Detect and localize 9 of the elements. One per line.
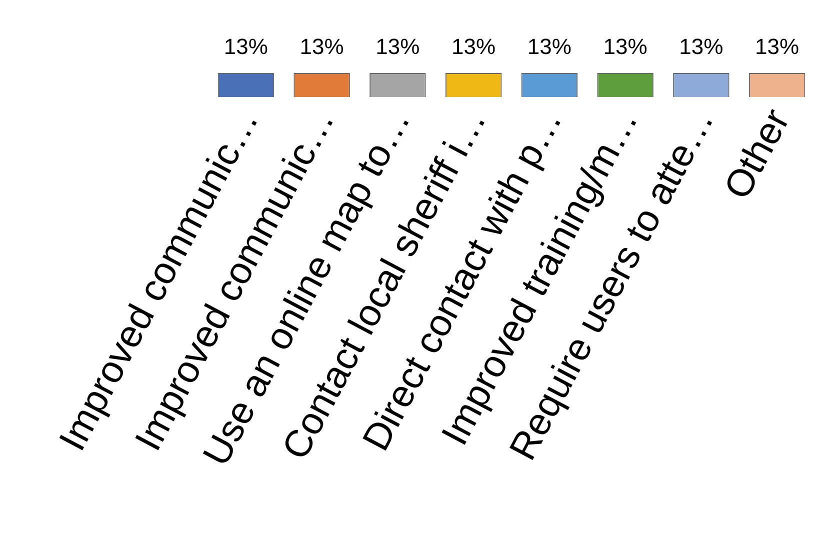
data-label: 13% xyxy=(376,34,420,60)
data-label: 13% xyxy=(300,34,344,60)
x-tick-label: Other xyxy=(716,102,798,206)
data-label: 13% xyxy=(603,34,648,60)
data-label: 13% xyxy=(755,34,800,60)
data-label: 13% xyxy=(527,34,572,60)
data-label: 13% xyxy=(679,34,724,60)
data-label: 13% xyxy=(224,34,268,60)
data-label: 13% xyxy=(452,34,496,60)
